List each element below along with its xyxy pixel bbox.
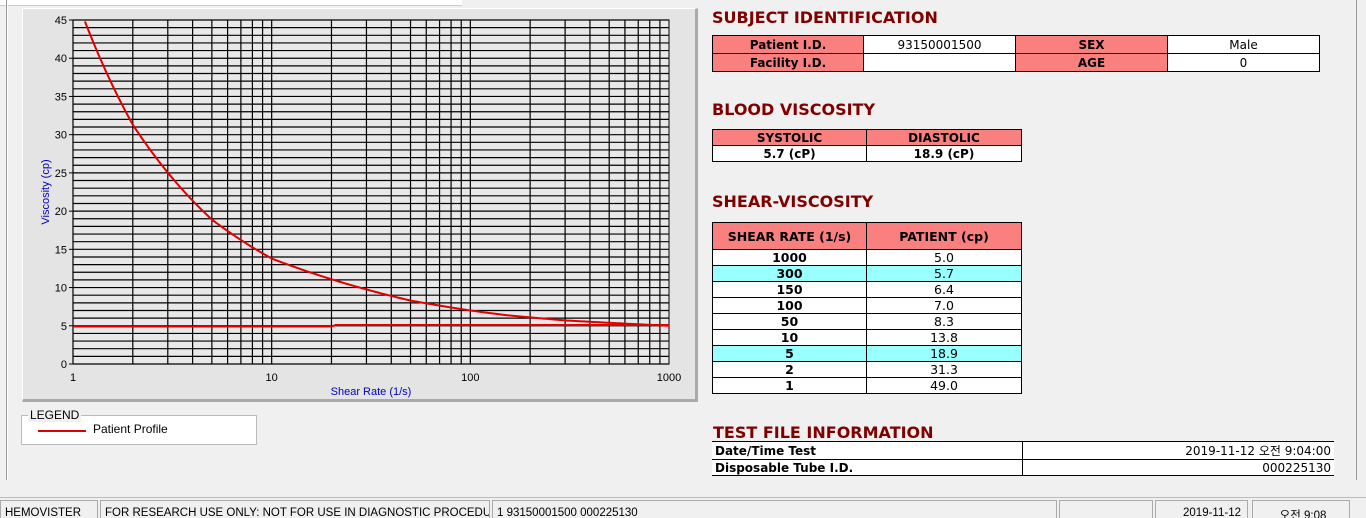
shear-rate-cell: 300	[712, 265, 867, 282]
patient-value-cell: 7.0	[866, 297, 1022, 314]
y-tick-label: 25	[55, 168, 67, 180]
y-axis-label: Viscosity (cp)	[40, 159, 52, 224]
y-tick-label: 15	[55, 244, 67, 256]
shear-rate-cell: 1	[712, 377, 867, 394]
shear-table: SHEAR RATE (1/s) PATIENT (cp) 1000 5.0 300 5…	[712, 222, 1022, 394]
patient-value-cell: 8.3	[866, 313, 1022, 330]
systolic-label: SYSTOLIC	[712, 129, 867, 146]
date-label: Date/Time Test	[712, 441, 1023, 460]
diastolic-label: DIASTOLIC	[866, 129, 1022, 146]
x-tick-label: 1000	[657, 372, 681, 384]
y-tick-label: 30	[55, 130, 67, 142]
shear-rate-header: SHEAR RATE (1/s)	[712, 222, 867, 250]
patient-value-cell: 49.0	[866, 377, 1022, 394]
status-time: 오전 9:08	[1252, 500, 1350, 518]
diastolic-value: 18.9 (cP)	[866, 145, 1022, 162]
shear-rate-cell: 5	[712, 345, 867, 362]
status-date: 2019-11-12	[1155, 500, 1248, 518]
y-tick-label: 45	[55, 15, 67, 27]
shear-row: 1000 5.0	[712, 249, 1022, 266]
shear-rate-cell: 10	[712, 329, 867, 346]
shear-row: 50 8.3	[712, 313, 1022, 330]
shear-rate-cell: 100	[712, 297, 867, 314]
patient-value-cell: 13.8	[866, 329, 1022, 346]
shear-rate-cell: 50	[712, 313, 867, 330]
facility-value	[863, 53, 1016, 72]
shear-row: 150 6.4	[712, 281, 1022, 298]
testfile-table: Date/Time Test 2019-11-12 오전 9:04:00 Disp…	[712, 441, 1334, 476]
shear-row: 5 18.9	[712, 345, 1022, 362]
shear-rate-cell: 2	[712, 361, 867, 378]
shear-rate-cell: 1000	[712, 249, 867, 266]
patient-value-cell: 5.7	[866, 265, 1022, 282]
y-tick-label: 10	[55, 283, 67, 295]
viscosity-chart: 0 5 10 15 20 25 30 35 40 45 1 10 100 1000 Shear Rate (…	[40, 15, 681, 398]
age-label: AGE	[1015, 53, 1168, 72]
patient-profile-curve	[83, 21, 670, 327]
x-axis-label: Shear Rate (1/s)	[331, 386, 412, 398]
blood-table: SYSTOLIC DIASTOLIC 5.7 (cP) 18.9 (cP)	[712, 129, 1022, 162]
subject-table: Patient I.D. 93150001500 SEX Male Facility …	[712, 35, 1320, 72]
status-bar	[0, 497, 1366, 518]
blood-title: BLOOD VISCOSITY	[712, 100, 876, 119]
shear-row: 2 31.3	[712, 361, 1022, 378]
status-app: HEMOVISTER	[0, 500, 98, 518]
patient-value-cell: 18.9	[866, 345, 1022, 362]
baseline-curve	[73, 324, 669, 328]
patient-header: PATIENT (cp)	[866, 222, 1022, 250]
shear-rate-cell: 150	[712, 281, 867, 298]
systolic-value: 5.7 (cP)	[712, 145, 867, 162]
patient-value-cell: 6.4	[866, 281, 1022, 298]
x-tick-label: 100	[461, 372, 479, 384]
y-tick-label: 35	[55, 91, 67, 103]
patient-value-cell: 5.0	[866, 249, 1022, 266]
tube-value: 000225130	[1021, 459, 1334, 476]
status-notice: FOR RESEARCH USE ONLY: NOT FOR USE IN DI…	[100, 500, 490, 518]
legend-label: Patient Profile	[93, 422, 168, 436]
top-strip	[0, 0, 462, 6]
shear-title: SHEAR-VISCOSITY	[712, 192, 874, 211]
shear-row: 10 13.8	[712, 329, 1022, 346]
status-record: 1 93150001500 000225130	[492, 500, 1057, 518]
testfile-title: TEST FILE INFORMATION	[713, 423, 934, 442]
left-border	[6, 0, 8, 480]
patient-value-cell: 31.3	[866, 361, 1022, 378]
status-blank	[1059, 500, 1153, 518]
sex-value: Male	[1167, 35, 1320, 54]
y-tick-label: 20	[55, 206, 67, 218]
shear-row: 100 7.0	[712, 297, 1022, 314]
sex-label: SEX	[1015, 35, 1168, 54]
legend-title: LEGEND	[28, 408, 82, 422]
facility-label: Facility I.D.	[712, 53, 864, 72]
subject-title: SUBJECT IDENTIFICATION	[712, 8, 938, 27]
right-border	[1356, 0, 1358, 480]
patient-id-value: 93150001500	[863, 35, 1016, 54]
y-tick-label: 5	[61, 321, 67, 333]
x-tick-label: 1	[70, 372, 76, 384]
x-tick-label: 10	[266, 372, 278, 384]
plot-area	[72, 19, 670, 365]
age-value: 0	[1167, 53, 1320, 72]
legend-line-swatch	[38, 430, 86, 432]
chart-panel: 0 5 10 15 20 25 30 35 40 45 1 10 100 1000 Shear Rate (…	[22, 8, 698, 402]
shear-row: 1 49.0	[712, 377, 1022, 394]
patient-id-label: Patient I.D.	[712, 35, 864, 54]
date-value: 2019-11-12 오전 9:04:00	[1021, 441, 1334, 460]
y-tick-label: 0	[61, 359, 67, 371]
tube-label: Disposable Tube I.D.	[712, 459, 1023, 476]
y-tick-label: 40	[55, 53, 67, 65]
shear-row: 300 5.7	[712, 265, 1022, 282]
